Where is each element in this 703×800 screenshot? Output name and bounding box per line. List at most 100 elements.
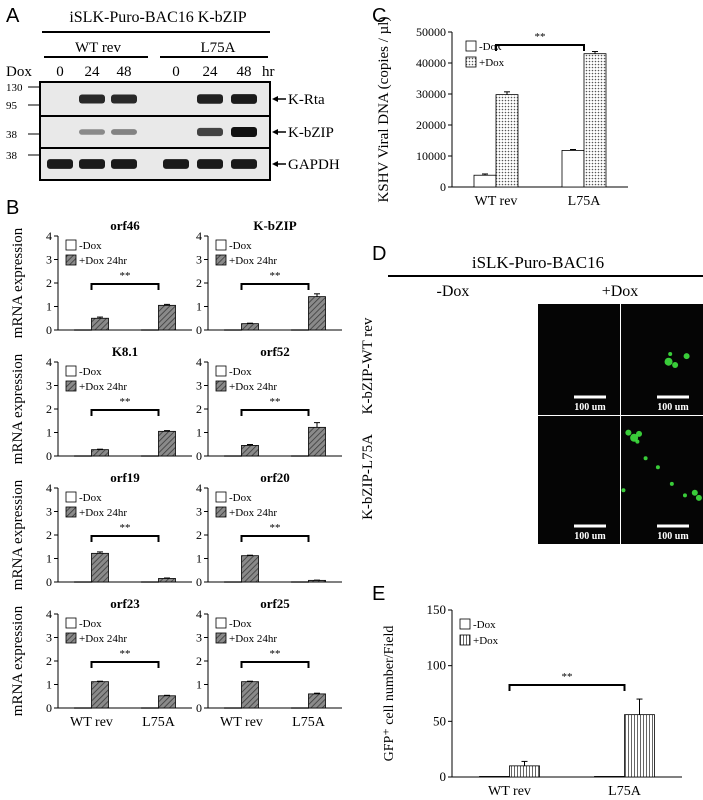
y-tick-label: 4 xyxy=(196,355,202,369)
significance-bracket xyxy=(240,535,310,542)
y-tick-label: 3 xyxy=(46,505,52,519)
dox-label: Dox xyxy=(6,64,32,80)
legend-swatch xyxy=(215,254,227,266)
legend-swatch xyxy=(465,40,477,52)
bar-minus-dox xyxy=(74,329,92,331)
bar-plus-dox xyxy=(583,53,607,188)
bar-plus-dox xyxy=(241,681,259,709)
y-tick-label: 3 xyxy=(196,253,202,267)
legend-swatch xyxy=(215,632,227,644)
blot-band xyxy=(111,94,137,104)
gfp-cell xyxy=(669,481,674,486)
legend-swatch xyxy=(459,618,471,630)
legend-label: +Dox 24hr xyxy=(229,633,277,645)
panel-a-title: iSLK-Puro-BAC16 K-bZIP xyxy=(69,9,246,26)
gfp-cell xyxy=(695,494,702,501)
micrograph-l75a-minus-dox xyxy=(538,416,620,544)
legend-swatch xyxy=(65,632,77,644)
y-tick-label: 3 xyxy=(46,253,52,267)
legend-swatch xyxy=(215,491,227,503)
legend-label: +Dox xyxy=(479,57,505,69)
bar-minus-dox xyxy=(141,329,159,331)
significance-bracket xyxy=(90,661,160,668)
gfp-cell xyxy=(668,351,673,356)
row-label-wt: K-bZIP-WT rev xyxy=(360,317,376,414)
chart-title: orf20 xyxy=(260,470,290,485)
legend-swatch xyxy=(65,491,77,503)
y-tick-label: 0 xyxy=(46,449,52,463)
mw-marker: 130 xyxy=(6,82,23,94)
y-tick-label: 10000 xyxy=(416,149,446,163)
lane-label: 24 xyxy=(85,64,101,80)
chart-title: K-bZIP xyxy=(253,218,296,233)
y-tick-label: 0 xyxy=(46,701,52,715)
bar-plus-dox xyxy=(241,323,259,331)
chart-title: orf46 xyxy=(110,218,140,233)
significance-bracket xyxy=(240,661,310,668)
bar-plus-dox xyxy=(308,296,326,331)
legend-label: +Dox 24hr xyxy=(229,507,277,519)
legend-label: -Dox xyxy=(79,618,102,630)
bar-plus-dox xyxy=(624,714,655,778)
y-tick-label: 4 xyxy=(46,355,52,369)
significance-label: ** xyxy=(535,31,546,43)
y-tick-label: 1 xyxy=(46,300,52,314)
blot-arrow-head xyxy=(272,129,278,135)
significance-label: ** xyxy=(562,671,573,683)
blot-arrow-head xyxy=(272,96,278,102)
y-tick-label: 0 xyxy=(196,323,202,337)
gfp-cell xyxy=(630,433,639,442)
bar-minus-dox xyxy=(594,776,625,778)
panel-b: B 0 1 2 3 4 orf46 mRNA expression -Dox +Dox 24hr… xyxy=(6,197,342,730)
chart-orf25: 0 1 2 3 4 orf25 WT rev L75A -Dox +Dox 24hr ** xyxy=(196,596,342,730)
legend-label: -Dox xyxy=(229,492,252,504)
bar-plus-dox xyxy=(91,681,109,709)
gfp-cell xyxy=(635,439,640,444)
panel-d-title: iSLK-Puro-BAC16 xyxy=(472,253,604,272)
bar-plus-dox xyxy=(91,317,109,331)
y-tick-label: 3 xyxy=(196,631,202,645)
y-tick-label: 100 xyxy=(427,658,447,673)
x-tick-label: WT rev xyxy=(475,194,518,209)
bar-plus-dox xyxy=(241,555,259,583)
gfp-cell xyxy=(672,362,679,369)
chart-e: 0 50 100 150 GFP⁺ cell number/Field WT rev L75… xyxy=(382,602,682,799)
bar-minus-dox xyxy=(291,329,309,331)
y-axis-label: mRNA expression xyxy=(10,227,26,338)
gfp-cell xyxy=(636,430,643,437)
gfp-cell xyxy=(621,488,626,493)
y-tick-label: 0 xyxy=(440,180,446,194)
bar-plus-dox xyxy=(158,430,176,457)
blot-band xyxy=(231,159,257,169)
legend-label: +Dox 24hr xyxy=(79,507,127,519)
panel-letter-c: C xyxy=(372,5,386,27)
legend-swatch xyxy=(215,365,227,377)
gfp-cell xyxy=(625,429,632,436)
chart-k-bzip: 0 1 2 3 4 K-bZIP-Dox +Dox 24hr ** xyxy=(196,218,342,337)
group-label-l75a: L75A xyxy=(201,40,236,56)
significance-label: ** xyxy=(120,522,131,534)
x-tick-label: L75A xyxy=(142,715,176,730)
legend-swatch xyxy=(465,56,477,68)
x-tick-label: L75A xyxy=(608,784,642,799)
legend-label: -Dox xyxy=(229,366,252,378)
gfp-cell xyxy=(691,489,698,496)
y-tick-label: 2 xyxy=(196,528,202,542)
bar-plus-dox xyxy=(158,695,176,709)
chart-c: 0 10000 20000 30000 40000 50000 KSHV Viral DNA… xyxy=(376,17,628,209)
scale-bar-label: 100 um xyxy=(657,531,689,542)
y-tick-label: 1 xyxy=(196,678,202,692)
y-tick-label: 4 xyxy=(46,607,52,621)
y-tick-label: 2 xyxy=(46,528,52,542)
legend-swatch xyxy=(65,365,77,377)
gfp-cell xyxy=(655,465,660,470)
y-tick-label: 1 xyxy=(196,426,202,440)
y-tick-label: 0 xyxy=(196,575,202,589)
significance-bracket xyxy=(90,409,160,416)
bar-plus-dox xyxy=(158,304,176,331)
y-tick-label: 2 xyxy=(46,654,52,668)
bar-minus-dox xyxy=(291,455,309,457)
bar-plus-dox xyxy=(91,552,109,583)
y-tick-label: 1 xyxy=(46,552,52,566)
legend-swatch xyxy=(215,617,227,629)
